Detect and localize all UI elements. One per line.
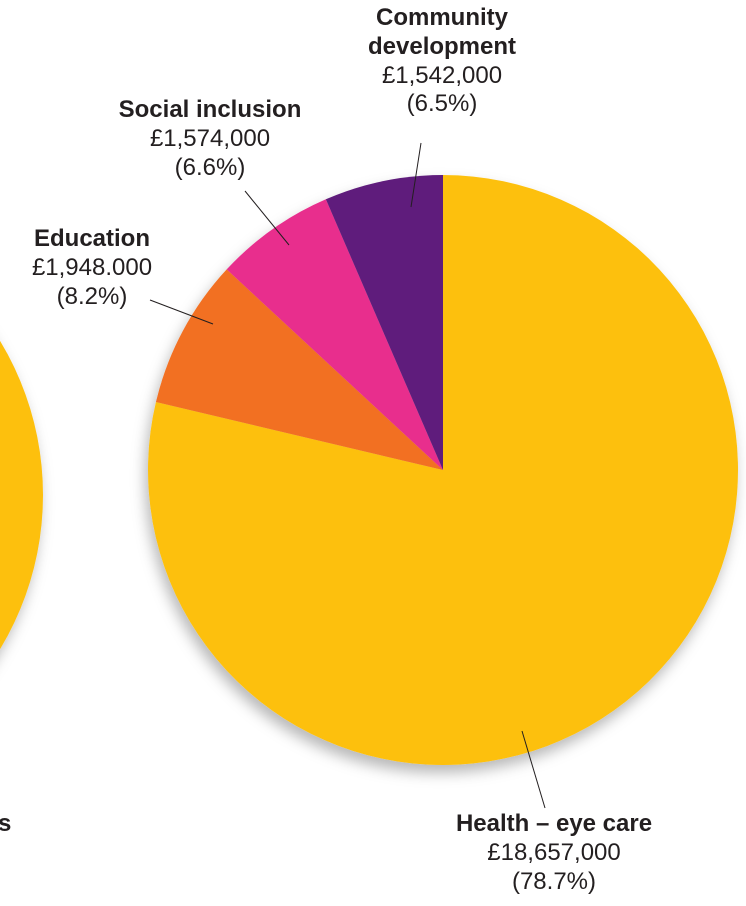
- label-amount: £1,574,000: [149, 124, 271, 152]
- pie-slice-social-inclusion: [226, 199, 443, 470]
- label-percent: (78.7%): [511, 867, 597, 895]
- label-name: Health – eye care: [455, 810, 653, 837]
- label-amount: £18,657,000: [487, 838, 621, 866]
- label-amount: £1,948.000: [31, 253, 153, 281]
- label-amount: £1,542,000: [381, 61, 503, 89]
- label-percent: (6.5%): [406, 90, 478, 118]
- label-percent: (8.2%): [56, 282, 128, 310]
- leader-line-health-eye-care: [521, 730, 546, 809]
- label-community-development: Community development £1,542,000 (6.5%): [357, 4, 527, 119]
- leader-line-social-inclusion: [244, 190, 290, 246]
- pie-slice-health-eye-care: [148, 174, 739, 765]
- pie-slice-education: [155, 269, 443, 470]
- label-health-eye-care: Health – eye care £18,657,000 (78.7%): [418, 810, 690, 896]
- partial-label-fragment: s: [0, 810, 12, 837]
- label-name: Social inclusion: [118, 96, 302, 123]
- pie-group: [148, 174, 739, 765]
- pie-slice-community-development: [325, 175, 443, 470]
- leader-line-community-development: [410, 142, 422, 208]
- label-percent: (6.6%): [174, 153, 246, 181]
- label-name: Education: [33, 225, 150, 252]
- partial-pie-slice: [0, 340, 43, 650]
- label-social-inclusion: Social inclusion £1,574,000 (6.6%): [82, 96, 338, 182]
- label-education: Education £1,948.000 (8.2%): [4, 225, 180, 311]
- leader-line-education: [149, 299, 214, 325]
- label-name: Community development: [367, 4, 517, 60]
